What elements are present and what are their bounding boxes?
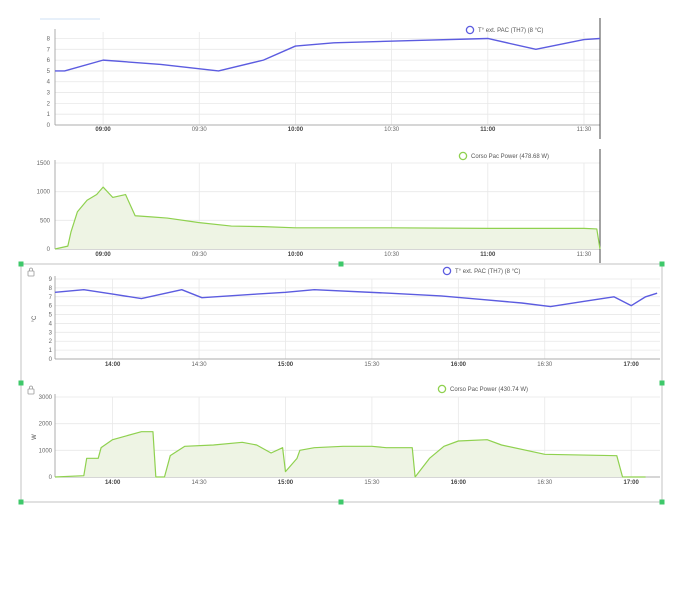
x-tick-label: 09:30 xyxy=(192,127,208,133)
legend-marker[interactable] xyxy=(465,25,475,35)
x-tick-label: 16:30 xyxy=(537,362,553,368)
power-chart-morning: 09:00 09:30 10:00 10:30 11:00 11:30 0 500 1000 15… xyxy=(37,149,601,263)
series-line xyxy=(54,288,658,308)
y-tick-label: 8 xyxy=(49,286,53,292)
legend-label: Corso Pac Power (478.68 W) xyxy=(471,154,549,160)
temperature-chart-morning: 09:00 09:30 10:00 10:30 11:00 11:30 0 1 2 3 4 5 6 7 8 T… xyxy=(47,18,601,139)
y-tick-label: 0 xyxy=(49,475,53,481)
y-tick-label: 1 xyxy=(49,348,53,354)
temperature-chart-afternoon: 14:00 14:30 15:00 15:30 16:00 16:30 17:00 0 1 2 3 4… xyxy=(27,266,660,368)
x-tick-label: 17:00 xyxy=(624,480,640,486)
lock-icon-shackle xyxy=(29,267,33,271)
resize-handle[interactable] xyxy=(659,261,665,267)
y-tick-label: 500 xyxy=(40,218,51,224)
x-tick-label: 11:30 xyxy=(577,252,592,258)
legend-marker[interactable] xyxy=(458,151,468,161)
legend-marker[interactable] xyxy=(437,384,447,394)
x-tick-label: 15:30 xyxy=(364,362,380,368)
y-tick-label: 1 xyxy=(47,112,51,118)
y-tick-label: 5 xyxy=(49,313,53,319)
legend-label: T° ext. PAC (TH7) (8 °C) xyxy=(455,269,520,275)
y-axis-unit: W xyxy=(32,434,38,440)
y-tick-label: 0 xyxy=(47,247,51,253)
legend[interactable]: Corso Pac Power (430.74 W) xyxy=(437,384,528,394)
y-tick-label: 2 xyxy=(47,101,51,107)
lock-icon xyxy=(27,388,35,395)
x-tick-label: 09:00 xyxy=(95,127,111,133)
series-line xyxy=(54,431,646,478)
x-tick-label: 14:00 xyxy=(105,362,121,368)
resize-handle[interactable] xyxy=(18,261,24,267)
x-tick-label: 14:30 xyxy=(192,362,208,368)
y-tick-label: 8 xyxy=(47,36,51,42)
resize-handle[interactable] xyxy=(18,380,24,386)
resize-handle[interactable] xyxy=(338,261,344,267)
x-tick-label: 14:30 xyxy=(192,480,208,486)
y-tick-label: 9 xyxy=(49,277,53,283)
resize-handle[interactable] xyxy=(659,380,665,386)
x-tick-label: 09:00 xyxy=(95,252,111,258)
x-tick-label: 16:30 xyxy=(537,480,553,486)
series-line xyxy=(55,37,601,72)
x-tick-label: 10:30 xyxy=(384,127,400,133)
y-tick-label: 5 xyxy=(47,69,51,75)
y-tick-label: 7 xyxy=(47,47,51,53)
legend[interactable]: T° ext. PAC (TH7) (8 °C) xyxy=(442,266,520,276)
y-tick-label: 1500 xyxy=(37,161,51,167)
y-tick-label: 1000 xyxy=(39,448,53,454)
x-tick-label: 10:00 xyxy=(288,252,304,258)
x-tick-label: 16:00 xyxy=(451,480,467,486)
x-tick-label: 16:00 xyxy=(451,362,467,368)
y-tick-label: 3 xyxy=(47,91,51,97)
x-tick-label: 15:30 xyxy=(364,480,380,486)
x-tick-label: 11:00 xyxy=(480,127,496,133)
legend[interactable]: Corso Pac Power (478.68 W) xyxy=(458,151,549,161)
resize-handle[interactable] xyxy=(338,499,344,505)
y-tick-label: 0 xyxy=(49,357,53,363)
x-tick-label: 09:30 xyxy=(192,252,208,258)
selection-frame xyxy=(18,261,665,505)
y-tick-label: 2000 xyxy=(39,422,53,428)
series-area-fill xyxy=(55,187,600,249)
x-tick-label: 11:30 xyxy=(577,127,592,133)
y-tick-label: 1000 xyxy=(37,190,51,196)
series-line xyxy=(54,186,601,250)
power-chart-afternoon: 14:00 14:30 15:00 15:30 16:00 16:30 17:00 0 1000… xyxy=(27,384,660,486)
legend-label: Corso Pac Power (430.74 W) xyxy=(450,387,528,393)
resize-handle[interactable] xyxy=(659,499,665,505)
y-tick-label: 7 xyxy=(49,295,53,301)
y-tick-label: 0 xyxy=(47,123,51,129)
lock-icon xyxy=(27,270,35,277)
x-tick-label: 11:00 xyxy=(480,252,496,258)
x-tick-label: 17:00 xyxy=(624,362,640,368)
legend-label: T° ext. PAC (TH7) (8 °C) xyxy=(478,28,543,34)
x-tick-label: 15:00 xyxy=(278,480,294,486)
y-tick-label: 3 xyxy=(49,330,53,336)
y-tick-label: 3000 xyxy=(39,395,53,401)
y-tick-label: 6 xyxy=(47,58,51,64)
y-axis-unit: °C xyxy=(32,315,38,322)
y-tick-label: 4 xyxy=(47,80,51,86)
legend[interactable]: T° ext. PAC (TH7) (8 °C) xyxy=(465,25,543,35)
x-tick-label: 15:00 xyxy=(278,362,294,368)
lock-icon-shackle xyxy=(29,385,33,389)
resize-handle[interactable] xyxy=(18,499,24,505)
x-tick-label: 10:00 xyxy=(288,127,304,133)
y-tick-label: 4 xyxy=(49,321,53,327)
y-tick-label: 2 xyxy=(49,339,53,345)
x-tick-label: 10:30 xyxy=(384,252,400,258)
y-tick-label: 6 xyxy=(49,304,53,310)
x-tick-label: 14:00 xyxy=(105,480,121,486)
series-area-fill xyxy=(55,431,646,477)
legend-marker[interactable] xyxy=(442,266,452,276)
